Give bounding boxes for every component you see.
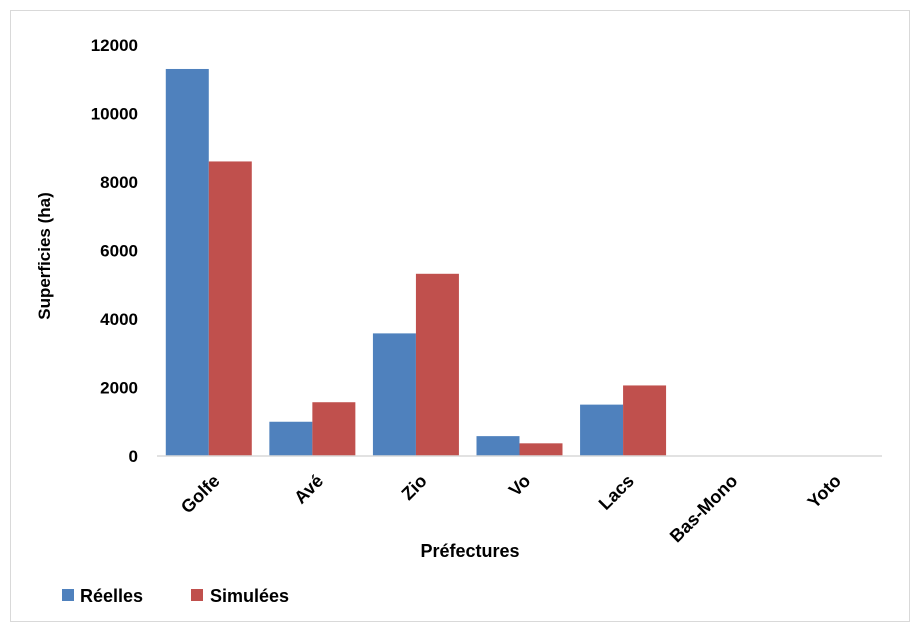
bar-simulées-zio — [415, 273, 459, 456]
bar-simulées-vo — [519, 443, 563, 456]
x-tick-label: Golfe — [177, 471, 224, 518]
y-tick-label: 12000 — [91, 36, 138, 55]
bar-simulées-avé — [312, 402, 356, 456]
x-tick-label: Zio — [398, 471, 431, 504]
y-tick-label: 0 — [129, 447, 138, 466]
x-tick-label: Lacs — [595, 471, 638, 514]
y-axis-ticks: 0 2000 4000 6000 8000 10000 12000 — [91, 36, 138, 466]
y-axis-title: Superficies (ha) — [35, 192, 54, 320]
bar-réelles-vo — [476, 436, 520, 456]
x-axis-ticks: Golfe Avé Zio Vo Lacs Bas-Mono Yoto — [177, 471, 845, 547]
y-tick-label: 4000 — [100, 310, 138, 329]
bar-réelles-avé — [269, 421, 313, 456]
legend: Réelles Simulées — [62, 586, 289, 606]
bar-simulées-lacs — [623, 385, 667, 456]
bar-réelles-lacs — [580, 404, 624, 456]
legend-label: Simulées — [210, 586, 289, 606]
bar-simulées-golfe — [208, 161, 252, 456]
legend-label: Réelles — [80, 586, 143, 606]
bar-réelles-zio — [372, 333, 416, 456]
legend-swatch-simulées — [191, 589, 203, 601]
x-tick-label: Vo — [505, 471, 534, 500]
chart-frame — [10, 10, 910, 622]
y-tick-label: 2000 — [100, 379, 138, 398]
x-tick-label: Bas-Mono — [666, 471, 742, 547]
x-axis-title: Préfectures — [420, 541, 519, 561]
bars — [165, 68, 667, 456]
y-tick-label: 6000 — [100, 242, 138, 261]
legend-swatch-réelles — [62, 589, 74, 601]
y-tick-label: 8000 — [100, 173, 138, 192]
y-tick-label: 10000 — [91, 105, 138, 124]
x-tick-label: Yoto — [804, 471, 845, 512]
bar-réelles-golfe — [165, 68, 209, 456]
x-tick-label: Avé — [290, 471, 327, 508]
